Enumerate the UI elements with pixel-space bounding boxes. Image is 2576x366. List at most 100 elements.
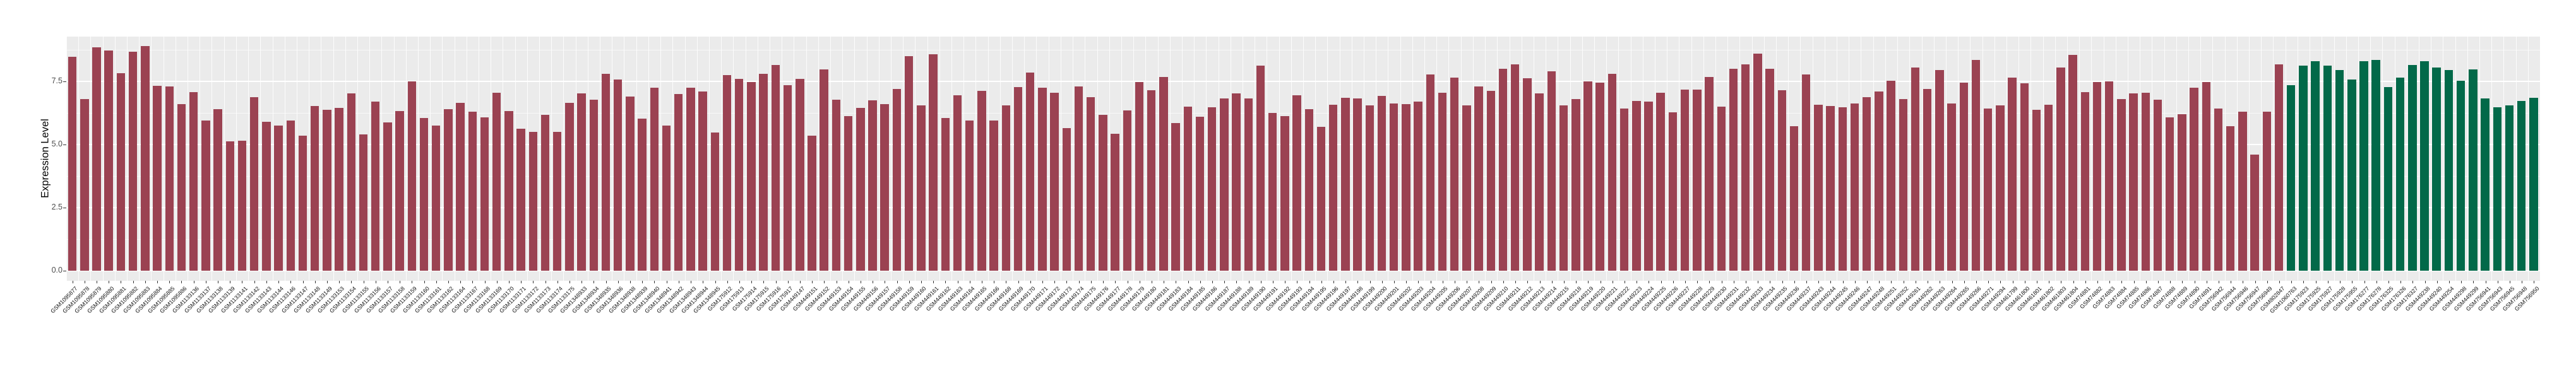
gridline-vertical xyxy=(151,37,152,281)
bar-cell xyxy=(188,37,200,271)
bar-cell xyxy=(2128,37,2140,271)
bar-cell xyxy=(2370,37,2382,271)
x-tick xyxy=(2376,281,2377,283)
bar-cell xyxy=(369,37,381,271)
gridline-vertical xyxy=(1145,37,1147,281)
bar-GSM449147 xyxy=(796,78,804,271)
x-tick xyxy=(484,281,486,283)
bar-GSM74891 xyxy=(2202,81,2211,271)
gridline-vertical xyxy=(1800,37,1801,281)
gridline-vertical xyxy=(1206,37,1207,281)
x-tick xyxy=(2073,281,2074,283)
bar-GSM1060763 xyxy=(2287,85,2296,271)
gridline-vertical xyxy=(2079,37,2080,281)
bar-GSM1348939 xyxy=(638,119,647,271)
bar-cell xyxy=(260,37,272,271)
bar-GSM756943 xyxy=(2493,107,2501,271)
bar-cell xyxy=(1521,37,1533,271)
bar-GSM1133169 xyxy=(492,92,501,271)
bar-GSM1133139 xyxy=(225,141,234,271)
x-tick xyxy=(1103,281,1104,283)
bar-GSM74887 xyxy=(2153,100,2162,271)
x-tick xyxy=(1964,281,1965,283)
bar-GSM449204 xyxy=(1426,74,1435,271)
bar-GSM175925 xyxy=(2311,61,2320,271)
x-tick xyxy=(254,281,255,283)
bar-GSM449184 xyxy=(1183,107,1192,271)
bar-cell xyxy=(527,37,539,271)
gridline-vertical xyxy=(224,37,225,281)
x-tick xyxy=(1503,281,1504,283)
x-tick xyxy=(1794,281,1795,283)
bar-GSM449208 xyxy=(1474,86,1483,271)
bar-cell xyxy=(2261,37,2273,271)
bar-cell xyxy=(866,37,878,271)
bar-cell xyxy=(1788,37,1800,271)
bar-cell xyxy=(1036,37,1048,271)
gridline-vertical xyxy=(2527,37,2529,281)
x-tick xyxy=(1842,281,1844,283)
gridline-vertical xyxy=(236,37,237,281)
bar-cell xyxy=(1679,37,1691,271)
bar-GSM449197 xyxy=(1341,97,1350,271)
x-tick xyxy=(1685,281,1686,283)
x-tick xyxy=(2121,281,2123,283)
bar-cell xyxy=(1218,37,1230,271)
gridline-vertical xyxy=(806,37,807,281)
bar-GSM449155 xyxy=(856,108,865,271)
gridline-vertical xyxy=(2249,37,2250,281)
bar-GSM449158 xyxy=(892,89,902,271)
gridline-vertical xyxy=(1727,37,1729,281)
x-tick xyxy=(1891,281,1892,283)
gridline-vertical xyxy=(2334,37,2335,281)
gridline-vertical xyxy=(1763,37,1765,281)
x-tick xyxy=(351,281,352,283)
bar-cell xyxy=(212,37,224,271)
bar-cell xyxy=(2188,37,2200,271)
bar-cell xyxy=(115,37,127,271)
gridline-vertical xyxy=(1933,37,1935,281)
bar-GSM449156 xyxy=(868,100,877,271)
bar-GSM449244 xyxy=(1826,106,1835,271)
bar-cell xyxy=(2212,37,2224,271)
x-tick xyxy=(715,281,716,283)
bar-GSM74881 xyxy=(2080,92,2090,271)
x-tick xyxy=(2473,281,2474,283)
bar-cell xyxy=(2503,37,2515,271)
x-tick xyxy=(2279,281,2281,283)
bar-cell xyxy=(1000,37,1012,271)
bar-GSM449245 xyxy=(1838,107,1847,271)
x-tick xyxy=(1236,281,1237,283)
bar-GSM449220 xyxy=(1595,82,1604,271)
x-tick xyxy=(2327,281,2329,283)
x-tick xyxy=(266,281,267,283)
gridline-vertical xyxy=(345,37,346,281)
bar-cell xyxy=(1448,37,1460,271)
gridline-vertical xyxy=(1303,37,1304,281)
bar-cell xyxy=(1376,37,1388,271)
bar-cell xyxy=(90,37,102,271)
gridline-vertical xyxy=(442,37,443,281)
bar-GSM449266 xyxy=(1971,59,1981,271)
bar-GSM449201 xyxy=(1390,103,1398,271)
bar-cell xyxy=(2164,37,2176,271)
x-tick xyxy=(1333,281,1334,283)
x-tick xyxy=(605,281,607,283)
bar-cell xyxy=(272,37,284,271)
bar-cell xyxy=(1085,37,1097,271)
bar-cell xyxy=(1364,37,1376,271)
bar-GSM449189 xyxy=(1244,98,1253,271)
bar-GSM74884 xyxy=(2117,98,2126,271)
x-tick xyxy=(593,281,595,283)
gridline-vertical xyxy=(999,37,1001,281)
bar-cell xyxy=(1061,37,1073,271)
bar-GSM449169 xyxy=(1013,86,1023,271)
x-tick xyxy=(2388,281,2389,283)
bar-GSM449231 xyxy=(1729,69,1738,271)
x-tick xyxy=(1090,281,1092,283)
bar-GSM449175 xyxy=(1086,97,1095,271)
gridline-vertical xyxy=(1315,37,1316,281)
bar-cell xyxy=(1715,37,1727,271)
bar-cell xyxy=(1897,37,1909,271)
x-tick xyxy=(1782,281,1783,283)
